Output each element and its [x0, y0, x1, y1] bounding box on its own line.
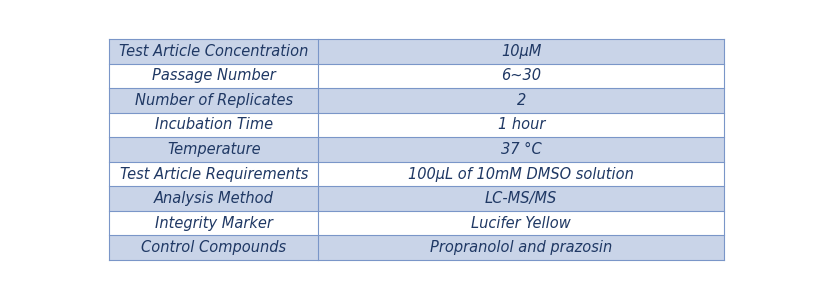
Bar — [318, 162, 724, 186]
Bar — [109, 211, 318, 235]
Text: Test Article Requirements: Test Article Requirements — [120, 167, 308, 181]
Bar — [318, 137, 724, 162]
Text: 2: 2 — [516, 93, 526, 108]
Bar — [318, 211, 724, 235]
Bar — [318, 64, 724, 88]
Text: Analysis Method: Analysis Method — [154, 191, 274, 206]
Text: Passage Number: Passage Number — [152, 68, 276, 83]
Text: LC-MS/MS: LC-MS/MS — [485, 191, 558, 206]
Text: 37 °C: 37 °C — [501, 142, 541, 157]
Text: 10μM: 10μM — [501, 44, 541, 59]
Text: Incubation Time: Incubation Time — [154, 118, 273, 132]
Bar — [109, 113, 318, 137]
Bar — [318, 235, 724, 260]
Bar — [109, 162, 318, 186]
Text: Propranolol and prazosin: Propranolol and prazosin — [430, 240, 612, 255]
Bar — [109, 64, 318, 88]
Bar — [109, 137, 318, 162]
Bar — [109, 235, 318, 260]
Text: Integrity Marker: Integrity Marker — [154, 216, 272, 231]
Text: Number of Replicates: Number of Replicates — [135, 93, 293, 108]
Bar — [109, 39, 318, 64]
Bar — [109, 186, 318, 211]
Text: 100μL of 10mM DMSO solution: 100μL of 10mM DMSO solution — [408, 167, 634, 181]
Bar — [318, 113, 724, 137]
Bar — [318, 88, 724, 113]
Text: Control Compounds: Control Compounds — [141, 240, 286, 255]
Text: Test Article Concentration: Test Article Concentration — [119, 44, 308, 59]
Bar — [318, 39, 724, 64]
Text: Temperature: Temperature — [167, 142, 260, 157]
Text: 6~30: 6~30 — [501, 68, 541, 83]
Bar — [109, 88, 318, 113]
Bar — [318, 186, 724, 211]
Text: Lucifer Yellow: Lucifer Yellow — [472, 216, 571, 231]
Text: 1 hour: 1 hour — [498, 118, 545, 132]
